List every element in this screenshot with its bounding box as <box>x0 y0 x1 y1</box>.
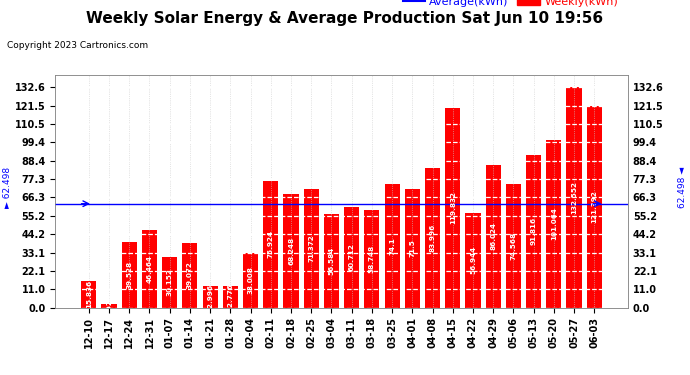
Text: 62.498 ◄: 62.498 ◄ <box>678 167 687 208</box>
Text: 83.996: 83.996 <box>430 224 435 252</box>
Bar <box>526 155 541 308</box>
Text: 56.944: 56.944 <box>470 246 476 274</box>
Bar <box>203 286 218 308</box>
Bar <box>324 213 339 308</box>
Text: 58.748: 58.748 <box>369 244 375 273</box>
Bar <box>506 184 521 308</box>
Text: 33.008: 33.008 <box>248 266 253 294</box>
Bar <box>243 253 258 308</box>
Text: 12.776: 12.776 <box>227 284 233 312</box>
Text: Copyright 2023 Cartronics.com: Copyright 2023 Cartronics.com <box>7 41 148 50</box>
Text: 74.1: 74.1 <box>389 237 395 255</box>
Bar <box>546 140 562 308</box>
Text: 91.816: 91.816 <box>531 217 537 245</box>
Text: Weekly Solar Energy & Average Production Sat Jun 10 19:56: Weekly Solar Energy & Average Production… <box>86 11 604 26</box>
Bar <box>284 194 299 308</box>
Text: 39.528: 39.528 <box>126 261 132 289</box>
Bar <box>344 207 359 308</box>
Bar <box>384 184 400 308</box>
Bar <box>586 106 602 308</box>
Bar <box>263 182 278 308</box>
Text: 75.924: 75.924 <box>268 231 274 258</box>
Bar <box>81 281 97 308</box>
Text: 46.464: 46.464 <box>146 255 152 283</box>
Text: 39.072: 39.072 <box>187 261 193 289</box>
Text: 56.584: 56.584 <box>328 246 335 274</box>
Text: 86.024: 86.024 <box>490 222 496 250</box>
Text: 121.392: 121.392 <box>591 190 598 223</box>
Bar <box>425 168 440 308</box>
Bar <box>405 189 420 308</box>
Legend: Average(kWh), Weekly(kWh): Average(kWh), Weekly(kWh) <box>398 0 622 11</box>
Bar <box>182 243 197 308</box>
Text: 60.712: 60.712 <box>348 243 355 271</box>
Bar <box>223 286 238 308</box>
Bar <box>364 210 380 308</box>
Text: 1.928: 1.928 <box>106 294 112 317</box>
Text: 12.996: 12.996 <box>207 284 213 312</box>
Text: 71.372: 71.372 <box>308 234 314 262</box>
Bar <box>101 304 117 307</box>
Text: 119.832: 119.832 <box>450 192 456 225</box>
Text: 101.064: 101.064 <box>551 207 557 240</box>
Bar <box>304 189 319 308</box>
Text: 68.248: 68.248 <box>288 237 294 265</box>
Text: 71.5: 71.5 <box>409 239 415 257</box>
Bar <box>566 87 582 308</box>
Bar <box>142 230 157 308</box>
Text: 132.552: 132.552 <box>571 181 577 214</box>
Bar <box>162 257 177 307</box>
Text: 74.568: 74.568 <box>511 231 516 260</box>
Bar <box>121 242 137 308</box>
Bar <box>486 165 501 308</box>
Bar <box>465 213 480 308</box>
Text: 15.836: 15.836 <box>86 280 92 308</box>
Text: 30.152: 30.152 <box>167 268 172 296</box>
Text: ► 62.498: ► 62.498 <box>3 167 12 208</box>
Bar <box>445 108 460 307</box>
